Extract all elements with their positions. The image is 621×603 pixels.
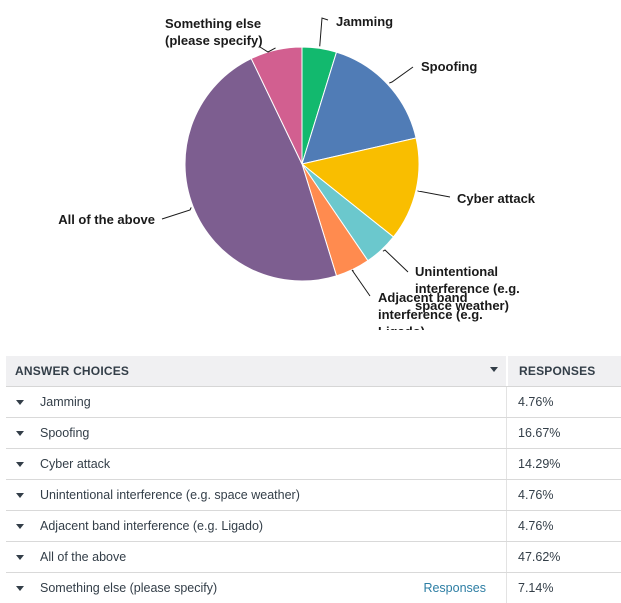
expand-caret-icon[interactable] (16, 523, 24, 529)
expand-caret-icon[interactable] (16, 554, 24, 560)
slice-label-line: Something else (165, 16, 261, 31)
slice-label-line: (please specify) (165, 33, 263, 48)
slice-label-line: Spoofing (421, 59, 477, 74)
table-row: Unintentional interference (e.g. space w… (6, 480, 621, 511)
leader-line-3 (382, 249, 409, 273)
table-row: Something else (please specify) Response… (6, 573, 621, 603)
leader-line-0 (319, 17, 329, 47)
table-body: Jamming 4.76% Spoofing 16.67% Cyber atta… (6, 387, 621, 603)
response-percent: 47.62% (506, 542, 621, 572)
choice-cell: Unintentional interference (e.g. space w… (6, 480, 506, 510)
answer-choices-header[interactable]: ANSWER CHOICES (6, 356, 506, 386)
slice-label-3: Unintentional interference (e.g. space wea… (415, 264, 520, 313)
slice-label-line: Adjacent band (378, 290, 468, 305)
expand-caret-icon[interactable] (16, 585, 24, 591)
table-row: Spoofing 16.67% (6, 418, 621, 449)
answer-choices-header-label: ANSWER CHOICES (15, 364, 130, 378)
leader-line-6 (259, 46, 276, 53)
expand-caret-icon[interactable] (16, 430, 24, 436)
choice-cell: Jamming (6, 387, 506, 417)
slice-label-line: interference (e.g. (415, 281, 520, 296)
slice-label-line: Ligado) (378, 324, 425, 330)
responses-header: RESPONSES (506, 356, 621, 386)
slice-label-1: Spoofing (421, 59, 477, 74)
responses-header-label: RESPONSES (519, 364, 596, 378)
pie-slice-1[interactable] (301, 51, 417, 165)
expand-caret-icon[interactable] (16, 399, 24, 405)
choice-label: Spoofing (40, 426, 90, 440)
table-row: Adjacent band interference (e.g. Ligado)… (6, 511, 621, 542)
slice-label-6: Something else (please specify) (165, 16, 263, 48)
pie-slice-5[interactable] (184, 57, 338, 282)
slice-label-line: interference (e.g. (378, 307, 483, 322)
choice-label: Cyber attack (40, 457, 111, 471)
response-percent: 4.76% (506, 511, 621, 541)
slice-label-line: space weather) (415, 298, 509, 313)
response-percent: 16.67% (506, 418, 621, 448)
choice-cell: All of the above (6, 542, 506, 572)
pie-slice-2[interactable] (300, 137, 420, 238)
expand-caret-icon[interactable] (16, 492, 24, 498)
table-row: All of the above 47.62% (6, 542, 621, 573)
slice-label-line: Cyber attack (457, 191, 536, 206)
pie-chart: Jamming Spoofing Cyber attack Unintentional… (58, 14, 536, 330)
slice-label-2: Cyber attack (457, 191, 536, 206)
pie-slice-6[interactable] (250, 46, 303, 165)
expand-caret-icon[interactable] (16, 461, 24, 467)
leader-line-2 (417, 190, 451, 198)
response-percent: 4.76% (506, 480, 621, 510)
slice-label-5: All of the above (58, 212, 155, 227)
slice-label-4: Adjacent band interference (e.g. Ligado) (378, 290, 483, 330)
slice-label-line: Unintentional (415, 264, 498, 279)
response-percent: 4.76% (506, 387, 621, 417)
choice-label: Something else (please specify) (40, 581, 218, 595)
response-percent: 14.29% (506, 449, 621, 479)
choice-cell: Spoofing (6, 418, 506, 448)
table-row: Cyber attack 14.29% (6, 449, 621, 480)
answer-table: ANSWER CHOICES RESPONSES Jamming 4.76% S… (6, 356, 621, 603)
table-row: Jamming 4.76% (6, 387, 621, 418)
choice-label: Adjacent band interference (e.g. Ligado) (40, 519, 264, 533)
slice-label-line: All of the above (58, 212, 155, 227)
choice-label: Unintentional interference (e.g. space w… (40, 488, 300, 502)
pie-chart-svg: Jamming Spoofing Cyber attack Unintentional… (58, 14, 536, 330)
slice-label-0: Jamming (336, 14, 393, 29)
choice-label: Jamming (40, 395, 91, 409)
choice-cell: Cyber attack (6, 449, 506, 479)
responses-link[interactable]: Responses (423, 581, 486, 595)
table-header: ANSWER CHOICES RESPONSES (6, 356, 621, 387)
response-percent: 7.14% (506, 573, 621, 603)
choice-cell: Something else (please specify) Response… (6, 573, 506, 603)
sort-caret-icon[interactable] (490, 367, 498, 372)
choice-label: All of the above (40, 550, 127, 564)
leader-line-4 (351, 269, 371, 297)
choice-cell: Adjacent band interference (e.g. Ligado) (6, 511, 506, 541)
leader-line-5 (161, 207, 192, 220)
leader-line-1 (389, 66, 414, 84)
slice-label-line: Jamming (336, 14, 393, 29)
